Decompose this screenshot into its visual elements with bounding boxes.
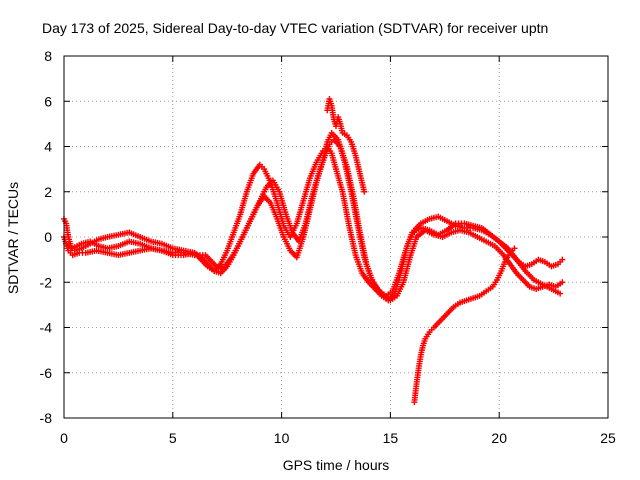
- data-point: [559, 256, 566, 263]
- data-point: [559, 279, 566, 286]
- series-track-4: [411, 245, 518, 406]
- x-tick-label: 5: [169, 430, 177, 446]
- series-track-3: [63, 136, 564, 299]
- plot-frame: [63, 55, 609, 419]
- data-point: [557, 290, 564, 297]
- x-tick-label: 10: [274, 430, 290, 446]
- x-tick-labels: 0 5 10 15 20 25: [60, 430, 616, 446]
- series-track-2: [61, 129, 566, 304]
- y-tick-label: 8: [44, 48, 52, 64]
- y-axis-label: SDTVAR / TECUs: [5, 182, 21, 294]
- grid: [64, 56, 608, 418]
- series-track-5: [324, 95, 368, 195]
- x-axis-label: GPS time / hours: [283, 457, 390, 473]
- y-tick-label: -6: [40, 365, 53, 381]
- data-point: [361, 188, 368, 195]
- x-tick-label: 15: [383, 430, 399, 446]
- y-tick-label: 2: [44, 184, 52, 200]
- y-tick-label: 6: [44, 93, 52, 109]
- y-tick-label: -8: [40, 410, 53, 426]
- x-tick-label: 25: [600, 430, 616, 446]
- y-tick-label: 0: [44, 229, 52, 245]
- y-tick-labels: -8 -6 -4 -2 0 2 4 6 8: [40, 48, 53, 426]
- x-tick-label: 0: [60, 430, 68, 446]
- data-point: [511, 245, 518, 252]
- chart-title: Day 173 of 2025, Sidereal Day-to-day VTE…: [42, 20, 548, 36]
- y-tick-label: -4: [40, 320, 53, 336]
- x-tick-label: 20: [491, 430, 507, 446]
- data-marks: [61, 95, 566, 406]
- series-track-1: [61, 143, 566, 304]
- y-tick-label: 4: [44, 139, 52, 155]
- y-tick-label: -2: [40, 274, 53, 290]
